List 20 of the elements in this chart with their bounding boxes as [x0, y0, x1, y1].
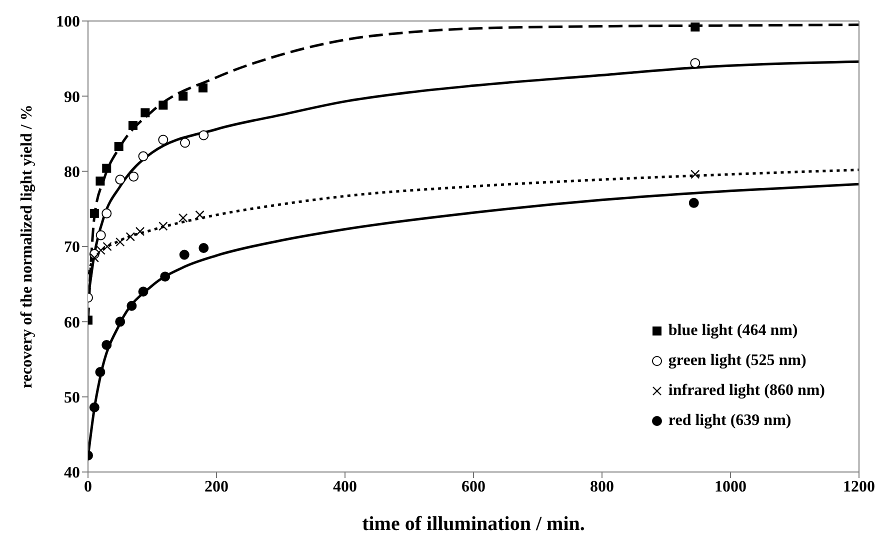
x-axis-title: time of illumination / min.: [362, 513, 585, 535]
x-tick-label: 400: [333, 478, 357, 496]
y-tick-label: 50: [64, 390, 80, 407]
y-tick-label: 40: [64, 464, 80, 482]
legend-label: blue light (464 nm): [668, 322, 798, 340]
x-tick-label: 800: [590, 478, 614, 496]
x-tick-label: 0: [84, 478, 92, 496]
y-tick-label: 100: [56, 14, 80, 31]
legend-label: green light (525 nm): [668, 352, 806, 370]
x-tick-label: 200: [204, 478, 228, 496]
y-tick-label: 70: [64, 239, 80, 256]
x-tick-label: 1200: [843, 478, 875, 496]
legend-label: red light (639 nm): [668, 412, 792, 430]
x-tick-label: 600: [462, 478, 486, 496]
legend-label: infrared light (860 nm): [668, 382, 825, 400]
y-tick-label: 80: [64, 164, 80, 182]
x-tick-label: 1000: [714, 478, 746, 496]
y-tick-label: 60: [64, 314, 80, 332]
y-tick-label: 90: [64, 88, 80, 106]
y-axis-title: recovery of the normalized light yield / %: [18, 104, 36, 388]
